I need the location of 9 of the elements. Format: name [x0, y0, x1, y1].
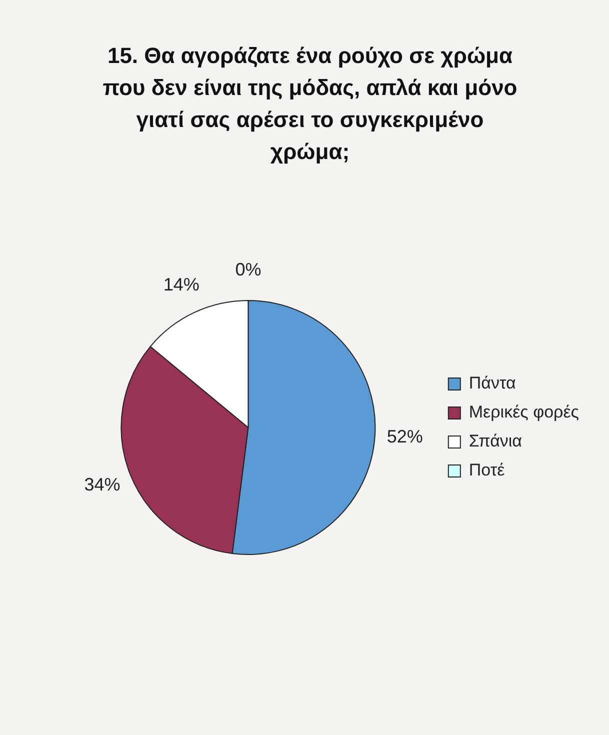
chart-title: 15. Θα αγοράζατε ένα ρούχο σε χρώμα που δεν είναι της μόδας, απλά και μόνο γιατί σας αρέσει το συγκεκριμένο χρώμα; [102, 42, 518, 166]
legend-label: Ποτέ [468, 460, 506, 480]
legend-label: Μερικές φορές [468, 402, 580, 422]
legend-label: Σπάνια [468, 432, 522, 451]
legend-label: Πάντα [468, 374, 516, 393]
data-label: 14% [163, 274, 200, 294]
text: 0% [235, 259, 262, 280]
data-label: 34% [84, 474, 120, 494]
data-label: 52% [386, 426, 423, 446]
